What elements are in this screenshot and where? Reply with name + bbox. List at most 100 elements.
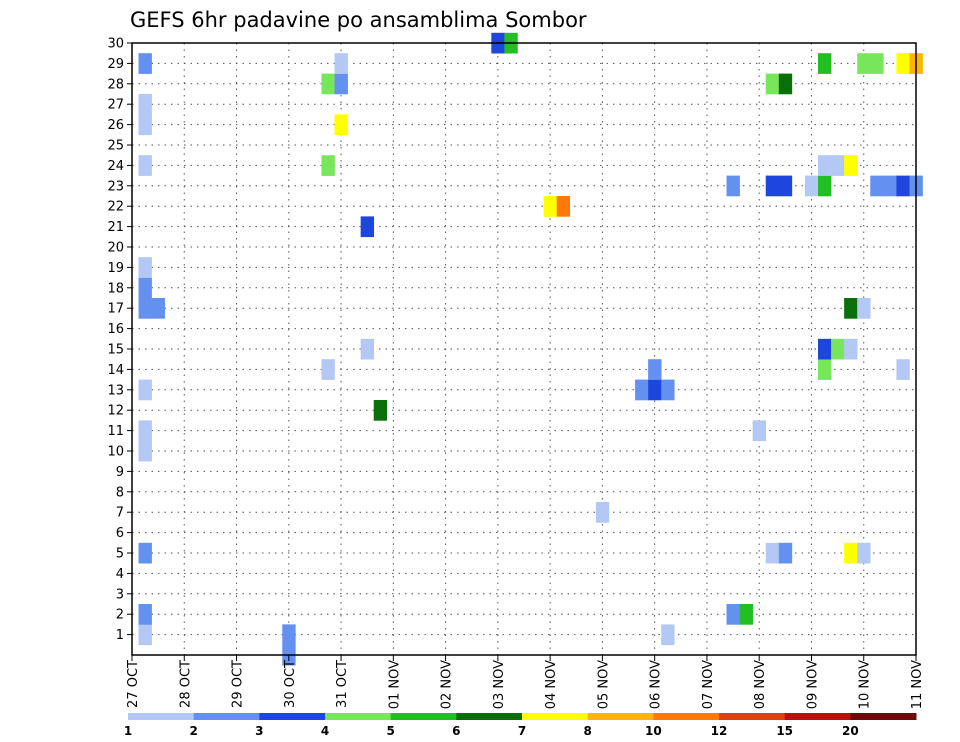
precip-cell — [896, 175, 910, 197]
precip-cell — [138, 94, 152, 115]
y-tick-label: 15 — [107, 343, 124, 358]
chart-title: GEFS 6hr padavine po ansamblima Sombor — [130, 8, 587, 32]
legend-label: 12 — [711, 724, 728, 738]
precip-cell — [896, 359, 910, 380]
precip-cell — [661, 624, 675, 646]
precip-cell — [778, 73, 793, 95]
precip-cell — [752, 420, 767, 442]
color-legend: 1 2 3 4 5 6 7 8 10 12 15 20 — [124, 713, 917, 738]
precip-cell — [818, 359, 832, 380]
precip-cell — [883, 175, 897, 197]
precip-cell — [138, 542, 152, 564]
precip-cell — [138, 420, 152, 442]
y-tick-label: 19 — [107, 261, 124, 276]
x-tick-label: 02 NOV — [440, 660, 455, 709]
x-tick-label: 09 NOV — [805, 660, 820, 709]
legend-swatch — [850, 713, 917, 720]
precip-cell — [739, 604, 753, 625]
y-tick-label: 24 — [107, 159, 124, 174]
precip-cell — [857, 542, 871, 564]
precip-cell — [765, 542, 780, 564]
precip-cell — [138, 155, 152, 176]
legend-label: 7 — [518, 724, 526, 738]
legend-label: 10 — [645, 724, 662, 738]
y-tick-label: 3 — [116, 587, 124, 602]
x-tick-label: 01 NOV — [387, 660, 402, 709]
y-tick-label: 4 — [116, 567, 124, 582]
y-tick-label: 21 — [107, 220, 124, 235]
y-tick-label: 7 — [116, 506, 124, 521]
legend-swatch — [522, 713, 589, 720]
precip-cell — [360, 338, 375, 360]
legend-label: 6 — [452, 724, 460, 738]
grid-lines — [132, 43, 916, 655]
x-tick-label: 30 OCT — [283, 660, 298, 708]
precip-cell — [726, 175, 740, 197]
precipitation-cells — [138, 32, 923, 666]
precip-cell — [896, 53, 910, 74]
precip-cell — [138, 257, 152, 278]
legend-label: 20 — [842, 724, 859, 738]
precip-cell — [818, 53, 832, 74]
precip-cell — [844, 298, 858, 319]
x-tick-label: 11 NOV — [910, 660, 925, 709]
precip-cell — [726, 604, 740, 625]
precip-cell — [282, 624, 296, 646]
y-tick-label: 26 — [107, 118, 124, 133]
y-tick-label: 11 — [107, 424, 124, 439]
legend-swatch — [653, 713, 720, 720]
precip-cell — [138, 624, 152, 646]
x-tick-label: 04 NOV — [544, 660, 559, 709]
precip-cell — [138, 53, 152, 74]
precip-cell — [138, 604, 152, 625]
x-tick-label: 07 NOV — [701, 660, 716, 709]
legend-swatch — [259, 713, 326, 720]
precip-cell — [831, 155, 845, 176]
y-tick-label: 14 — [107, 363, 124, 378]
precip-cell — [138, 379, 152, 401]
precip-cell — [373, 400, 388, 421]
x-tick-label: 27 OCT — [126, 660, 141, 708]
precip-cell — [661, 379, 675, 401]
precip-cell — [818, 338, 832, 360]
precip-cell — [321, 73, 335, 95]
x-tick-label: 06 NOV — [649, 660, 664, 709]
y-tick-label: 25 — [107, 139, 124, 154]
y-tick-label: 17 — [107, 302, 124, 317]
precip-cell — [844, 155, 858, 176]
legend-swatch — [456, 713, 523, 720]
precip-cell — [360, 216, 375, 238]
legend-label: 15 — [776, 724, 793, 738]
x-tick-label: 29 OCT — [231, 660, 246, 708]
legend-swatch — [719, 713, 786, 720]
y-tick-label: 16 — [107, 322, 124, 337]
precip-cell — [321, 155, 335, 176]
legend-swatch — [390, 713, 457, 720]
y-tick-label: 28 — [107, 77, 124, 92]
precip-cell — [138, 440, 152, 462]
x-tick-label: 05 NOV — [596, 660, 611, 709]
precip-cell — [831, 338, 845, 360]
precip-cell — [321, 359, 335, 380]
legend-swatch — [587, 713, 654, 720]
precip-cell — [765, 175, 780, 197]
precip-cell — [765, 73, 780, 95]
x-tick-label: 03 NOV — [492, 660, 507, 709]
precip-cell — [648, 359, 662, 380]
precip-cell — [595, 502, 610, 523]
precip-cell — [635, 379, 649, 401]
y-tick-label: 10 — [107, 445, 124, 460]
precip-cell — [857, 53, 871, 74]
y-tick-label: 1 — [116, 628, 124, 643]
y-tick-label: 22 — [107, 200, 124, 215]
precip-cell — [138, 298, 152, 319]
precip-cell — [556, 196, 571, 217]
precip-cell — [778, 175, 793, 197]
legend-swatch — [325, 713, 392, 720]
precip-cell — [334, 73, 348, 95]
precip-cell — [818, 155, 832, 176]
legend-label: 1 — [124, 724, 132, 738]
x-tick-label: 31 OCT — [335, 660, 350, 708]
y-tick-label: 30 — [107, 37, 124, 52]
